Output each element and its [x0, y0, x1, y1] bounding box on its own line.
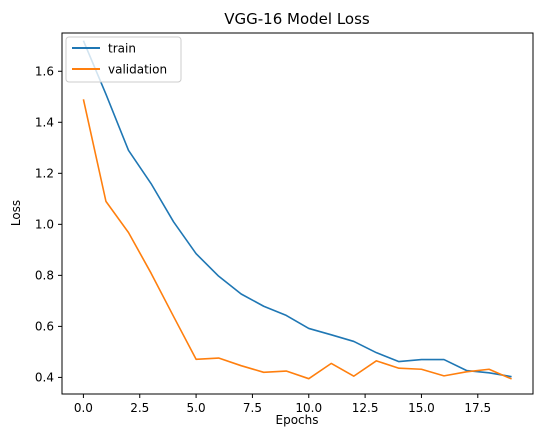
y-axis-label: Loss	[9, 200, 23, 226]
x-tick-label: 5.0	[187, 401, 206, 415]
legend: train validation	[65, 36, 182, 83]
x-axis-label: Epochs	[276, 413, 319, 427]
y-axis: 0.4 0.6 0.8 1.0 1.2 1.4 1.6	[35, 64, 62, 384]
x-tick-label: 15.0	[408, 401, 435, 415]
x-tick-label: 12.5	[352, 401, 379, 415]
legend-train-label: train	[108, 42, 136, 56]
y-tick-label: 1.2	[35, 166, 54, 180]
y-tick-label: 0.8	[35, 268, 54, 282]
x-tick-label: 0.0	[74, 401, 93, 415]
y-tick-label: 1.4	[35, 115, 54, 129]
plot-area-frame	[61, 32, 534, 395]
x-axis: 0.0 2.5 5.0 7.5 10.0 12.5 15.0 17.5	[74, 394, 491, 415]
chart-title: VGG-16 Model Loss	[224, 10, 370, 28]
y-tick-label: 1.6	[35, 64, 54, 78]
x-tick-label: 17.5	[464, 401, 491, 415]
series-line-validation	[82, 99, 512, 380]
series-line-train	[82, 40, 512, 378]
legend-validation-label: validation	[108, 63, 167, 77]
y-tick-label: 0.4	[35, 370, 54, 384]
series-layer	[82, 40, 512, 380]
x-tick-label: 10.0	[295, 401, 322, 415]
y-tick-label: 1.0	[35, 217, 54, 231]
x-tick-label: 2.5	[130, 401, 149, 415]
y-tick-label: 0.6	[35, 319, 54, 333]
x-tick-label: 7.5	[243, 401, 262, 415]
